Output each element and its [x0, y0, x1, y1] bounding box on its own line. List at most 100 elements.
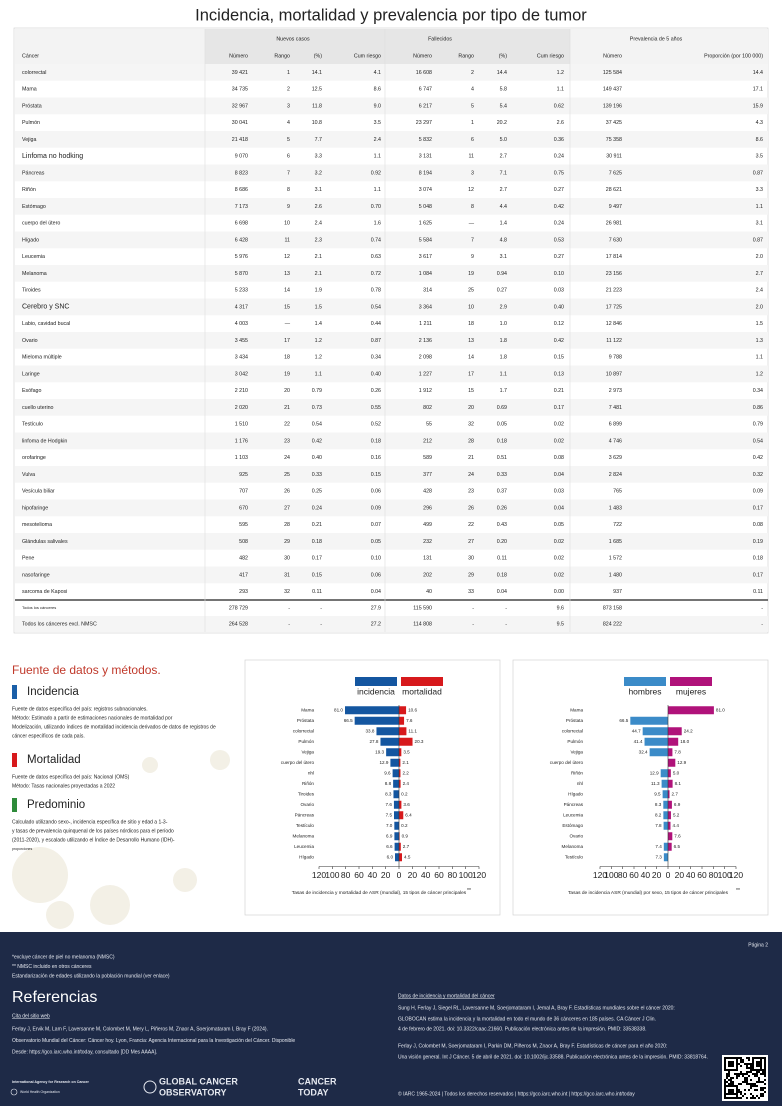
- cell: 0.21: [554, 388, 564, 394]
- qr-cell: [736, 1059, 738, 1061]
- category-label: Páncreas: [295, 812, 315, 817]
- cell: Mama: [22, 87, 37, 93]
- cell: Esófago: [22, 388, 41, 394]
- qr-cell: [724, 1091, 726, 1093]
- bar: [660, 769, 668, 778]
- qr-cell: [734, 1057, 736, 1059]
- qr-cell: [764, 1063, 766, 1065]
- cell: 0.34: [371, 355, 381, 361]
- cell: 4 746: [609, 438, 622, 444]
- cell: 114 808: [413, 621, 432, 627]
- value-label: 6.0: [387, 854, 394, 859]
- qr-cell: [732, 1089, 734, 1091]
- cell: 7 625: [609, 170, 622, 176]
- bar: [663, 811, 668, 820]
- value-label: 2.7: [403, 844, 410, 849]
- cell: 0.54: [753, 438, 763, 444]
- tick-label: 80: [341, 870, 351, 880]
- cell: 1.1: [557, 87, 564, 93]
- value-label: 0.9: [402, 833, 409, 838]
- qr-cell: [736, 1087, 738, 1089]
- cell: 2.9: [500, 304, 507, 310]
- value-label: 7.0: [386, 823, 393, 828]
- cell: 3 629: [609, 455, 622, 461]
- qr-cell: [738, 1091, 740, 1093]
- cell: 1 912: [419, 388, 432, 394]
- cell: 3 131: [419, 154, 432, 160]
- qr-cell: [754, 1073, 756, 1075]
- cell: cuerpo del útero: [22, 221, 60, 227]
- qr-cell: [730, 1081, 732, 1083]
- qr-cell: [756, 1085, 758, 1087]
- qr-cell: [744, 1063, 746, 1065]
- bar: [399, 727, 407, 736]
- qr-cell: [740, 1071, 742, 1073]
- cell: 0.36: [554, 137, 564, 143]
- cell: 22: [468, 522, 474, 528]
- cell: -: [320, 605, 322, 611]
- value-label: 7.6: [386, 802, 393, 807]
- qr-cell: [746, 1073, 748, 1075]
- row-bg: [15, 64, 768, 81]
- cell: 1.8: [500, 338, 507, 344]
- qr-cell: [764, 1083, 766, 1085]
- qr-cell: [724, 1085, 726, 1087]
- value-label: 3.5: [403, 749, 410, 754]
- qr-cell: [724, 1061, 726, 1063]
- cell: 824 222: [603, 621, 622, 627]
- cell: 0.24: [554, 154, 564, 160]
- cell: 1.1: [500, 371, 507, 377]
- bar: [345, 706, 399, 715]
- qr-cell: [730, 1085, 732, 1087]
- qr-cell: [728, 1079, 730, 1081]
- tick-label: 100: [718, 870, 732, 880]
- column-header: Cum riesgo: [354, 53, 381, 59]
- section-line: Modelización, utilizando índices de mort…: [12, 724, 216, 730]
- qr-cell: [748, 1059, 750, 1061]
- cell: 0.12: [554, 321, 564, 327]
- cell: 29: [468, 572, 474, 578]
- cell: 6 217: [419, 103, 432, 109]
- category-label: Testículo: [296, 823, 315, 828]
- qr-cell: [734, 1069, 736, 1071]
- section-line: Fuente de datos específica del país: Nac…: [12, 774, 130, 780]
- cell: -: [505, 605, 507, 611]
- cell: 2.6: [557, 120, 564, 126]
- value-label: 3.6: [403, 802, 410, 807]
- cell: 6 698: [235, 221, 248, 227]
- value-label: 81.0: [334, 707, 343, 712]
- cell: 417: [239, 572, 248, 578]
- cell: Próstata: [22, 103, 42, 109]
- qr-cell: [758, 1065, 760, 1067]
- qr-cell: [764, 1075, 766, 1077]
- cell: 3.1: [315, 187, 322, 193]
- cell: 0.55: [371, 405, 381, 411]
- cell: 5: [287, 137, 290, 143]
- qr-cell: [760, 1057, 762, 1059]
- cell: cuello uterino: [22, 405, 54, 411]
- cell: 26 981: [606, 221, 622, 227]
- cell: 3: [287, 103, 290, 109]
- cell: 19: [468, 271, 474, 277]
- row-bg: [15, 466, 768, 483]
- value-label: 12.9: [650, 770, 659, 775]
- qr-cell: [736, 1069, 738, 1071]
- category-label: nhl: [308, 770, 314, 775]
- qr-cell: [728, 1057, 730, 1059]
- qr-cell: [740, 1073, 742, 1075]
- qr-cell: [724, 1059, 726, 1061]
- qr-cell: [728, 1069, 730, 1071]
- qr-cell: [740, 1091, 742, 1093]
- cell: 2.4: [315, 221, 322, 227]
- cell: colorrectal: [22, 70, 46, 76]
- cell: 0.70: [371, 204, 381, 210]
- category-label: Mama: [570, 707, 583, 712]
- cell: 32: [284, 589, 290, 595]
- row-bg: [15, 198, 768, 215]
- cell: 33: [468, 589, 474, 595]
- qr-cell: [750, 1069, 752, 1071]
- value-label: 44.7: [632, 728, 641, 733]
- cell: 0.18: [497, 438, 507, 444]
- cell: 232: [423, 539, 432, 545]
- qr-cell: [732, 1085, 734, 1087]
